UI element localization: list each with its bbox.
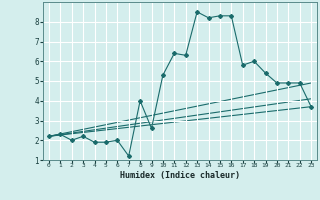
- X-axis label: Humidex (Indice chaleur): Humidex (Indice chaleur): [120, 171, 240, 180]
